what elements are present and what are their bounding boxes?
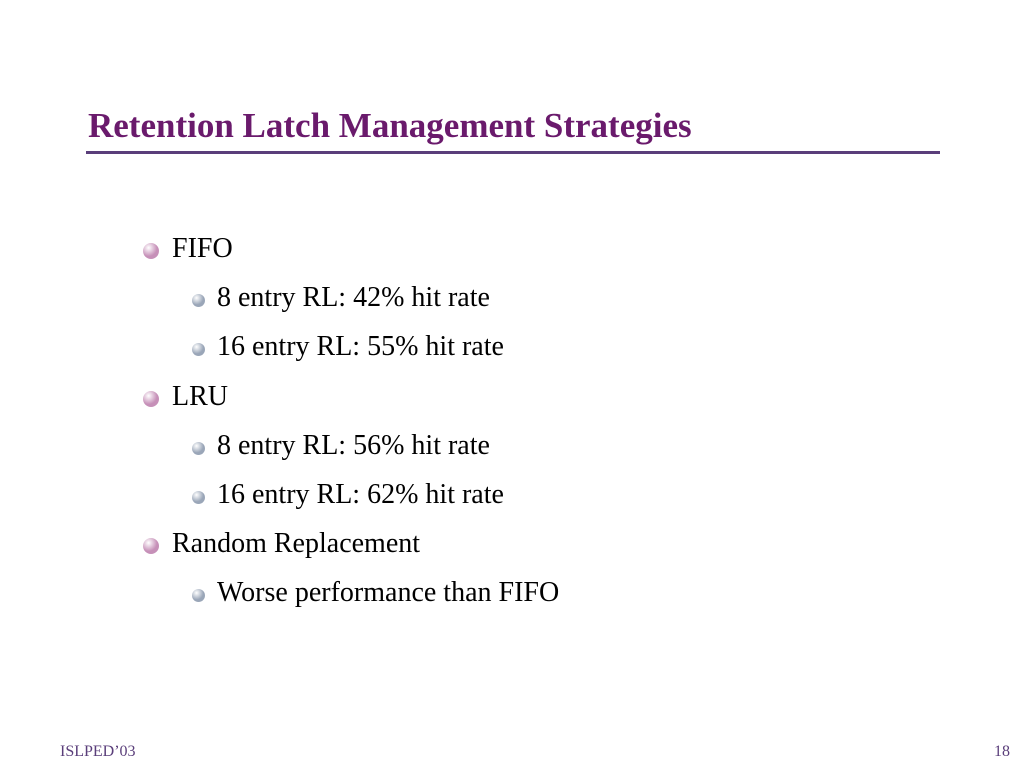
sub-bullet-item: 16 entry RL: 62% hit rate	[192, 479, 504, 511]
sub-bullet-text: 16 entry RL: 55% hit rate	[217, 331, 504, 362]
bullet-text: FIFO	[172, 233, 233, 264]
sub-bullet-item: Worse performance than FIFO	[192, 577, 560, 609]
gray-sphere-bullet-icon	[192, 491, 205, 504]
gray-sphere-bullet-icon	[192, 343, 205, 356]
sub-bullet-text: 16 entry RL: 62% hit rate	[217, 479, 504, 510]
bullet-text: Random Replacement	[172, 528, 421, 559]
sub-bullet-text: Worse performance than FIFO	[217, 577, 560, 608]
gray-sphere-bullet-icon	[192, 589, 205, 602]
gray-sphere-bullet-icon	[192, 294, 205, 307]
sub-bullet-item: 8 entry RL: 56% hit rate	[192, 430, 490, 462]
pink-sphere-bullet-icon	[143, 391, 159, 407]
footer-conference: ISLPED’03	[60, 743, 136, 760]
sub-bullet-item: 16 entry RL: 55% hit rate	[192, 331, 504, 363]
slide-title: Retention Latch Management Strategies	[88, 106, 692, 145]
pink-sphere-bullet-icon	[143, 538, 159, 554]
bullet-item: Random Replacement	[143, 528, 421, 560]
sub-bullet-text: 8 entry RL: 42% hit rate	[217, 282, 490, 313]
bullet-text: LRU	[172, 381, 228, 412]
gray-sphere-bullet-icon	[192, 442, 205, 455]
bullet-item: FIFO	[143, 233, 233, 265]
footer-page-number: 18	[994, 743, 1010, 760]
bullet-item: LRU	[143, 381, 228, 413]
title-divider	[86, 151, 940, 154]
sub-bullet-text: 8 entry RL: 56% hit rate	[217, 430, 490, 461]
sub-bullet-item: 8 entry RL: 42% hit rate	[192, 282, 490, 314]
pink-sphere-bullet-icon	[143, 243, 159, 259]
